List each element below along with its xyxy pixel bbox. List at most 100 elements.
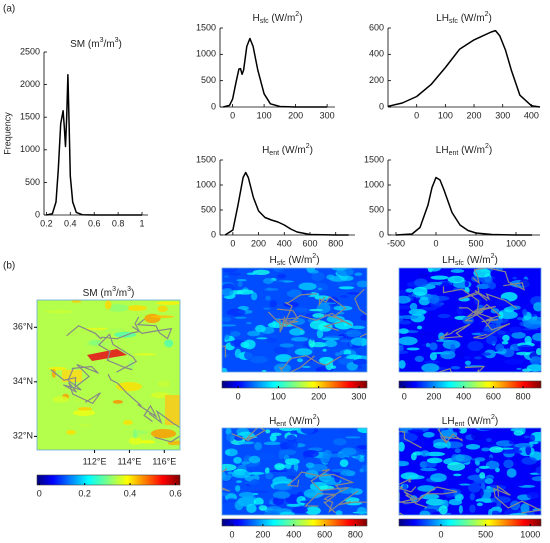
map-patch [495, 298, 510, 307]
map-patch [359, 468, 364, 473]
map-patch [357, 365, 363, 369]
map-patch [465, 443, 481, 450]
boundary [399, 490, 427, 515]
map-patch [517, 344, 534, 351]
y-tick-label: 1000 [196, 179, 216, 189]
map-frame [398, 427, 542, 516]
x-tick-label: 116°E [152, 456, 176, 466]
y-tick-label: 400 [369, 49, 384, 59]
title-part: LH [442, 416, 455, 427]
curve [387, 29, 541, 108]
map-patch [279, 511, 295, 515]
map-patch [301, 289, 312, 297]
map-patch [354, 272, 363, 276]
map-patch [222, 474, 232, 481]
map-patch [352, 358, 367, 365]
title-part: ) [119, 39, 122, 50]
map-patch [255, 324, 266, 333]
map-patch [415, 297, 421, 301]
map-patch [324, 340, 338, 348]
map-patch [243, 339, 256, 350]
map-patch [106, 304, 129, 312]
map-patch [440, 281, 452, 292]
chart-title: LHsfc (W/m2) [442, 253, 498, 267]
map-patch [346, 361, 358, 371]
boundary [63, 367, 101, 405]
boundary [148, 409, 180, 443]
map-patch [429, 352, 438, 361]
map-patch [346, 354, 363, 360]
map-patch [479, 428, 497, 431]
y-tick-label: 1500 [364, 154, 384, 164]
x-tick-label: 300 [495, 110, 510, 120]
map-patch [226, 433, 235, 442]
map-patch [412, 286, 428, 296]
y-tick-label: 2000 [20, 79, 40, 89]
map-patch [453, 473, 462, 477]
map-patch [241, 461, 248, 466]
map-patch [529, 434, 536, 442]
boundary [459, 286, 518, 309]
map-patch [318, 477, 333, 481]
map-patch [237, 441, 255, 445]
map-patch [351, 325, 366, 330]
map-texture [399, 268, 541, 372]
colorbar-tick-label: 600 [486, 391, 501, 401]
boundary [318, 295, 353, 327]
map-patch [224, 334, 230, 340]
map-patch [458, 428, 467, 434]
map-patch [473, 478, 488, 484]
title-part: 2 [313, 414, 317, 421]
map-patch [345, 329, 362, 338]
map-patch [273, 268, 284, 272]
map-patch [450, 365, 461, 370]
map-patch [274, 463, 285, 471]
chart-title: Hsfc (W/m2) [269, 253, 319, 267]
title-part: (W/m [458, 145, 485, 156]
curve [395, 176, 532, 236]
map-patch [123, 420, 133, 426]
title-part: 3 [127, 286, 131, 293]
map-patch [339, 295, 349, 299]
x-tick-label: 100 [438, 110, 453, 120]
title-part: LH [436, 145, 449, 156]
x-tick-label: 600 [302, 238, 317, 248]
map-patch [486, 335, 498, 345]
map-patch [234, 316, 247, 319]
boundary [278, 355, 342, 372]
map-patch [223, 353, 229, 358]
x-tick-label: 200 [251, 238, 266, 248]
map-patch [222, 463, 237, 471]
title-part: /m [116, 288, 127, 299]
y-tick-label: 600 [369, 22, 384, 32]
map-patch [222, 316, 232, 322]
title-part: H [269, 255, 276, 266]
map-patch [448, 428, 453, 432]
map-patch [139, 440, 156, 444]
y-tick-label: 500 [25, 177, 40, 187]
map-patch [45, 309, 73, 314]
boundary [222, 467, 230, 492]
boundary [50, 363, 99, 389]
map-patch [486, 437, 492, 442]
map-patch [522, 475, 528, 484]
map-texture [222, 268, 367, 372]
map-patch [246, 496, 257, 501]
map-patch [475, 468, 480, 473]
map-patch [437, 313, 451, 319]
map-patch [231, 470, 251, 479]
map-patch [326, 274, 335, 280]
map-patch [236, 278, 247, 282]
title-part: ) [299, 13, 302, 24]
title-part: H [262, 145, 269, 156]
map-patch [340, 447, 357, 456]
map-patch [248, 471, 265, 475]
map-patch [286, 439, 299, 449]
title-part: SM (m [83, 288, 112, 299]
map-frame [398, 267, 542, 373]
map-patch [294, 348, 313, 356]
panel-label: (a) [3, 4, 15, 15]
map-patch [305, 462, 315, 469]
map-patch [340, 470, 356, 476]
map-patch [529, 356, 541, 365]
